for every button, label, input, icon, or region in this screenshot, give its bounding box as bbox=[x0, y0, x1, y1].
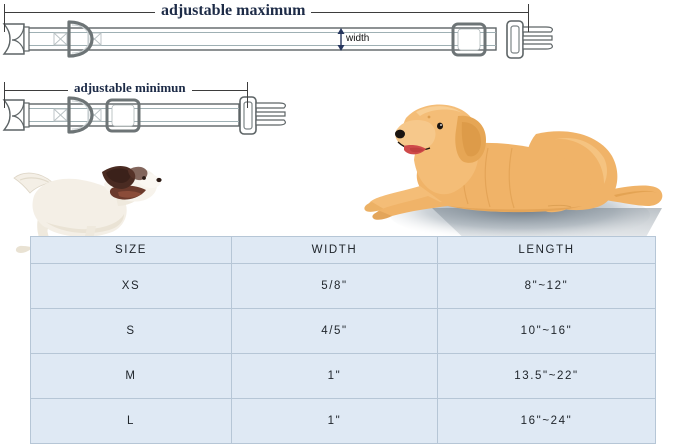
cell-width: 5/8" bbox=[231, 263, 438, 309]
release-clip-max bbox=[506, 20, 553, 59]
column-header-size: SIZE bbox=[30, 236, 232, 264]
cell-size: XS bbox=[30, 263, 232, 309]
column-header-width: WIDTH bbox=[231, 236, 438, 264]
cell-length: 16"~24" bbox=[437, 398, 656, 444]
size-chart-table: SIZE WIDTH LENGTH XS 5/8" 8"~12" S 4/5" … bbox=[30, 236, 656, 444]
cell-size: M bbox=[30, 353, 232, 399]
cell-size: S bbox=[30, 308, 232, 354]
slider-buckle-min bbox=[105, 98, 141, 133]
table-row: XS 5/8" 8"~12" bbox=[30, 263, 656, 309]
table-row: M 1" 13.5"~22" bbox=[30, 353, 656, 399]
dim-tick-min-left bbox=[4, 82, 5, 108]
collar-diagram-maximum bbox=[2, 20, 553, 59]
dim-tick-max-left bbox=[4, 4, 5, 32]
width-label: width bbox=[346, 33, 370, 44]
cell-length: 10"~16" bbox=[437, 308, 656, 354]
adjustable-maximum-label: adjustable maximum bbox=[155, 2, 312, 20]
collar-strap-min bbox=[25, 103, 240, 127]
cell-length: 8"~12" bbox=[437, 263, 656, 309]
adjustable-minimum-label: adjustable minimun bbox=[68, 80, 192, 96]
table-header-row: SIZE WIDTH LENGTH bbox=[30, 236, 656, 264]
cell-width: 1" bbox=[231, 398, 438, 444]
golden-retriever-illustration bbox=[364, 104, 663, 256]
dim-tick-max-right bbox=[528, 4, 529, 32]
stitch-box-min-left bbox=[53, 108, 68, 122]
cell-width: 1" bbox=[231, 353, 438, 399]
stitch-box-max-left bbox=[53, 32, 68, 46]
width-arrow bbox=[337, 28, 345, 51]
stitch-box-min-right bbox=[87, 108, 102, 122]
d-ring-max bbox=[67, 20, 94, 58]
cell-size: L bbox=[30, 398, 232, 444]
cell-width: 4/5" bbox=[231, 308, 438, 354]
collar-strap-max bbox=[25, 27, 497, 51]
slider-buckle-max bbox=[451, 22, 487, 57]
collar-left-tip-min bbox=[2, 99, 30, 131]
table-row: L 1" 16"~24" bbox=[30, 398, 656, 444]
dim-tick-min-right bbox=[247, 82, 248, 108]
table-row: S 4/5" 10"~16" bbox=[30, 308, 656, 354]
collar-diagram-minimum bbox=[2, 96, 286, 135]
column-header-length: LENGTH bbox=[437, 236, 656, 264]
collar-left-tip-max bbox=[2, 23, 30, 55]
cell-length: 13.5"~22" bbox=[437, 353, 656, 399]
stitch-box-max-right bbox=[87, 32, 102, 46]
d-ring-min bbox=[67, 96, 94, 134]
